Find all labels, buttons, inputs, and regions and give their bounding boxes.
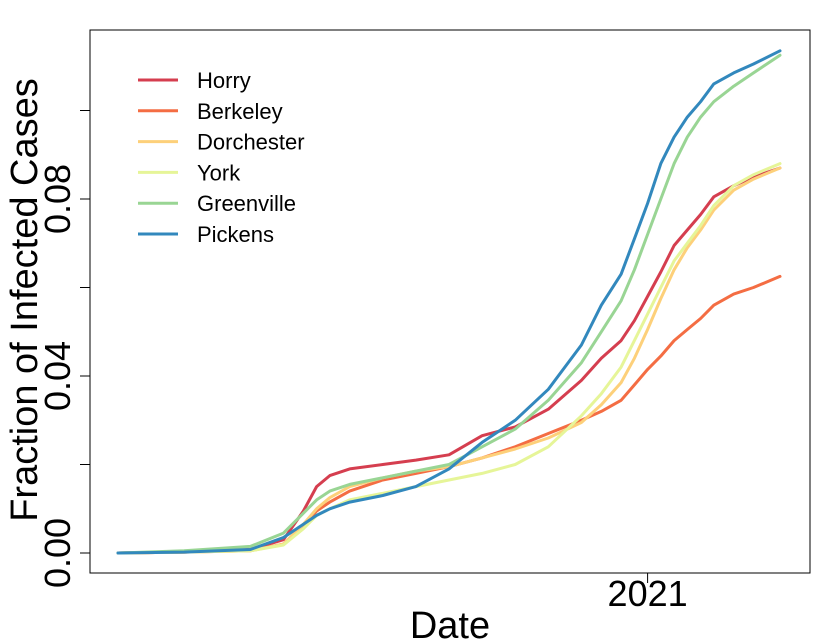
y-tick-label: 0.08 [37, 164, 78, 234]
legend-label-dorchester: Dorchester [197, 130, 305, 155]
y-axis-title: Fraction of Infected Cases [4, 78, 46, 522]
series-line-greenville [116, 53, 782, 555]
plot-frame [89, 29, 811, 574]
legend-label-york: York [197, 160, 241, 185]
series-layer [116, 49, 782, 555]
legend-label-horry: Horry [197, 68, 251, 93]
x-axis-title: Date [410, 605, 490, 642]
series-line-horry [116, 166, 782, 555]
legend-label-berkeley: Berkeley [197, 99, 283, 124]
x-tick-label: 2021 [608, 573, 688, 614]
series-line-dorchester [116, 166, 782, 555]
legend-label-greenville: Greenville [197, 191, 296, 216]
legend-label-pickens: Pickens [197, 222, 274, 247]
y-tick-label: 0.04 [37, 341, 78, 411]
x-axis: 2021 [608, 573, 688, 614]
series-line-berkeley [116, 274, 782, 555]
series-line-york [116, 162, 782, 555]
series-line-pickens [116, 49, 782, 555]
legend: Horry Berkeley Dorchester York Greenville Pic… [138, 68, 305, 247]
y-axis: 0.00 0.04 0.08 [37, 110, 90, 588]
y-tick-label: 0.00 [37, 518, 78, 588]
